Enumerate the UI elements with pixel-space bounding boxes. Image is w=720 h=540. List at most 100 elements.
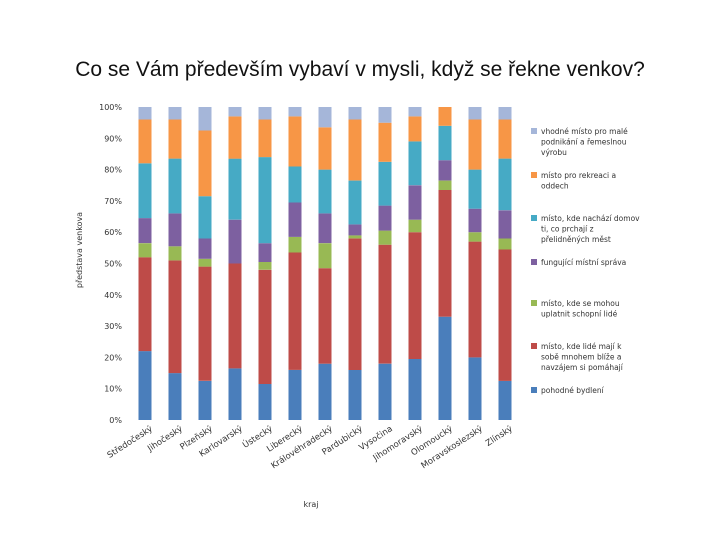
bar-segment-6-6 [288,116,302,167]
bar-segment-3-1 [198,380,212,420]
bar-segment-4-1 [228,368,242,420]
bar-segment-2-6 [168,119,182,159]
bar-segment-7-2 [318,268,332,364]
bar-segment-7-1 [318,363,332,420]
bar-segment-3-7 [198,107,212,131]
bar-segment-2-2 [168,260,182,374]
legend-label: místo pro rekreaci a oddech [541,171,616,191]
y-tick-label: 10% [104,385,122,394]
bar-segment-11-6 [438,107,452,126]
bar-segment-1-6 [138,119,152,164]
bar-segment-10-1 [408,359,422,420]
bar-segment-1-2 [138,257,152,352]
y-tick-label: 60% [104,228,122,237]
bar-segment-13-2 [498,249,512,381]
bar-segment-6-2 [288,252,302,370]
bar-segment-10-2 [408,232,422,359]
bar-segment-12-3 [468,232,482,242]
bar-segment-9-5 [378,161,392,206]
bar-segment-10-7 [408,107,422,117]
y-tick-label: 20% [104,353,122,362]
bar-segment-2-4 [168,213,182,247]
bar-segment-12-7 [468,107,482,120]
bar-segment-9-2 [378,244,392,364]
bar-segment-9-7 [378,107,392,123]
bar-segment-5-2 [258,269,272,384]
bar-segment-1-1 [138,351,152,420]
bar-segment-11-2 [438,189,452,317]
y-tick-label: 80% [104,166,122,175]
x-axis-ticks: StředočeskýJihočeskýPlzeňskýKarlovarskýÚ… [105,422,514,471]
bar-segment-12-2 [468,241,482,358]
bar-segment-5-1 [258,384,272,420]
bar-segment-4-7 [228,107,242,117]
bar-segment-11-1 [438,316,452,420]
bar-segment-8-6 [348,119,362,181]
bar-segment-13-1 [498,380,512,420]
bar-segment-4-6 [228,116,242,159]
bar-segment-7-6 [318,127,332,170]
bar-segment-9-1 [378,363,392,420]
y-tick-label: 100% [99,103,122,112]
bar-segment-10-6 [408,116,422,142]
legend-swatch [531,215,537,221]
bar-segment-3-3 [198,258,212,267]
bar-segment-10-3 [408,219,422,233]
bar-segment-8-2 [348,238,362,370]
legend-label: fungující místní správa [541,258,626,267]
y-tick-label: 90% [104,134,122,143]
bar-segment-3-5 [198,196,212,239]
legend-label: pohodné bydlení [541,386,605,395]
y-tick-label: 0% [109,416,122,425]
bar-segment-6-5 [288,166,302,203]
bar-segment-5-5 [258,157,272,244]
bar-segment-12-6 [468,119,482,170]
bar-segment-2-7 [168,107,182,120]
bar-segment-12-5 [468,169,482,209]
bar-segment-2-1 [168,373,182,420]
bar-segment-13-3 [498,238,512,250]
bar-segment-13-7 [498,107,512,120]
bar-segment-11-3 [438,180,452,190]
legend-swatch [531,387,537,393]
legend-swatch [531,343,537,349]
y-axis-ticks: 0% 10% 20% 30% 40% 50% 60% 70% 80% 90% 100% [99,103,122,425]
legend-swatch [531,128,537,134]
legend-label: vhodné místo pro malé podnikání a řemesln… [541,127,628,157]
bar-segment-7-3 [318,243,332,269]
bar-segment-2-3 [168,246,182,261]
y-tick-label: 30% [104,322,122,331]
bar-segment-13-6 [498,119,512,159]
bar-segment-5-4 [258,243,272,262]
bar-segment-11-4 [438,160,452,181]
bar-segment-12-1 [468,357,482,420]
y-tick-label: 70% [104,197,122,206]
slide-title: Co se Vám především vybaví v mysli, když… [75,58,645,81]
x-tick-label: Zlínský [484,424,515,449]
bar-segment-8-3 [348,235,362,239]
bar-segment-3-6 [198,130,212,197]
bar-segment-13-5 [498,158,512,211]
bar-segment-12-4 [468,208,482,233]
bar-segment-1-4 [138,218,152,244]
legend-swatch [531,259,537,265]
bar-segment-4-4 [228,219,242,264]
y-tick-label: 40% [104,291,122,300]
legend-label: místo, kde lidé mají k sobě mnohem blíže … [541,342,624,372]
bar-segment-13-4 [498,210,512,239]
bar-segment-5-6 [258,119,272,158]
bar-segment-5-3 [258,261,272,270]
bar-segment-5-7 [258,107,272,120]
bar-segment-2-5 [168,158,182,214]
bar-segment-1-3 [138,243,152,258]
bar-segment-8-5 [348,180,362,225]
x-axis-title: kraj [303,500,318,509]
bar-segment-3-4 [198,238,212,259]
bar-segment-6-1 [288,369,302,420]
bar-segment-10-4 [408,185,422,220]
bar-segment-1-5 [138,163,152,219]
legend-label: místo, kde nachází domov ti, co prchají z… [541,214,640,244]
bar-segment-7-5 [318,169,332,214]
bar-segment-8-1 [348,369,362,420]
bar-segment-8-4 [348,224,362,236]
